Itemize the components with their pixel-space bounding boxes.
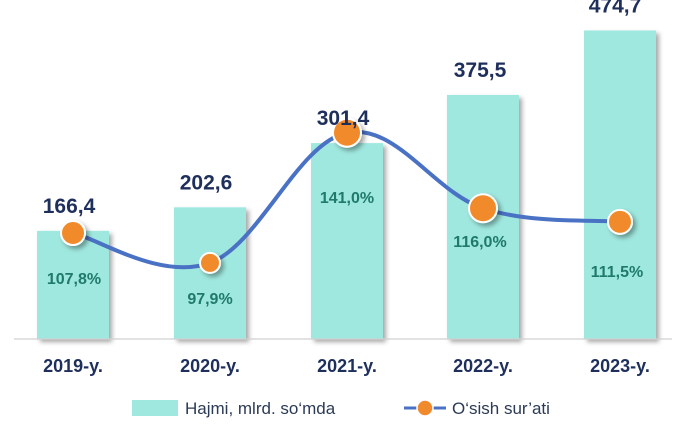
labels-layer: 166,4 202,6 301,4 375,5 474,7 107,8% 97,9% 141,…	[43, 0, 650, 376]
rate-marker-2020-y.	[199, 251, 221, 274]
legend-label-line: O‘sish sur’ati	[452, 399, 550, 418]
bar-2023-y.	[584, 30, 656, 339]
bar-2021-y.	[311, 143, 383, 339]
rate-marker-2022-y.	[468, 193, 498, 224]
x-tick-label: 2019-y.	[43, 356, 103, 376]
x-tick-label: 2021-y.	[317, 356, 377, 376]
rate-value-label: 141,0%	[320, 190, 374, 207]
rate-marker-2023-y.	[607, 208, 633, 235]
rate-value-label: 116,0%	[453, 234, 506, 251]
legend-swatch-bar	[132, 400, 178, 416]
bar-value-label: 375,5	[454, 59, 507, 82]
bar-2019-y.	[37, 230, 109, 339]
bar-value-label: 474,7	[589, 0, 642, 17]
x-tick-label: 2020-y.	[180, 356, 240, 376]
x-tick-label: 2023-y.	[590, 356, 650, 376]
x-tick-label: 2022-y.	[453, 356, 513, 376]
rate-value-label: 97,9%	[187, 291, 232, 308]
rate-marker-2021-y.	[332, 117, 362, 148]
bar-value-label: 166,4	[43, 195, 96, 218]
bar-value-label: 301,4	[317, 107, 370, 130]
bars-layer	[37, 30, 656, 339]
legend: Hajmi, mlrd. so‘mda O‘sish sur’ati	[132, 399, 550, 418]
rate-marker-2019-y.	[60, 220, 86, 246]
line-layer	[60, 117, 633, 274]
bar-value-label: 202,6	[180, 171, 233, 194]
legend-swatch-marker	[416, 399, 434, 417]
rate-value-label: 107,8%	[47, 271, 101, 288]
rate-value-label: 111,5%	[591, 264, 644, 281]
legend-label-bar: Hajmi, mlrd. so‘mda	[185, 399, 336, 418]
